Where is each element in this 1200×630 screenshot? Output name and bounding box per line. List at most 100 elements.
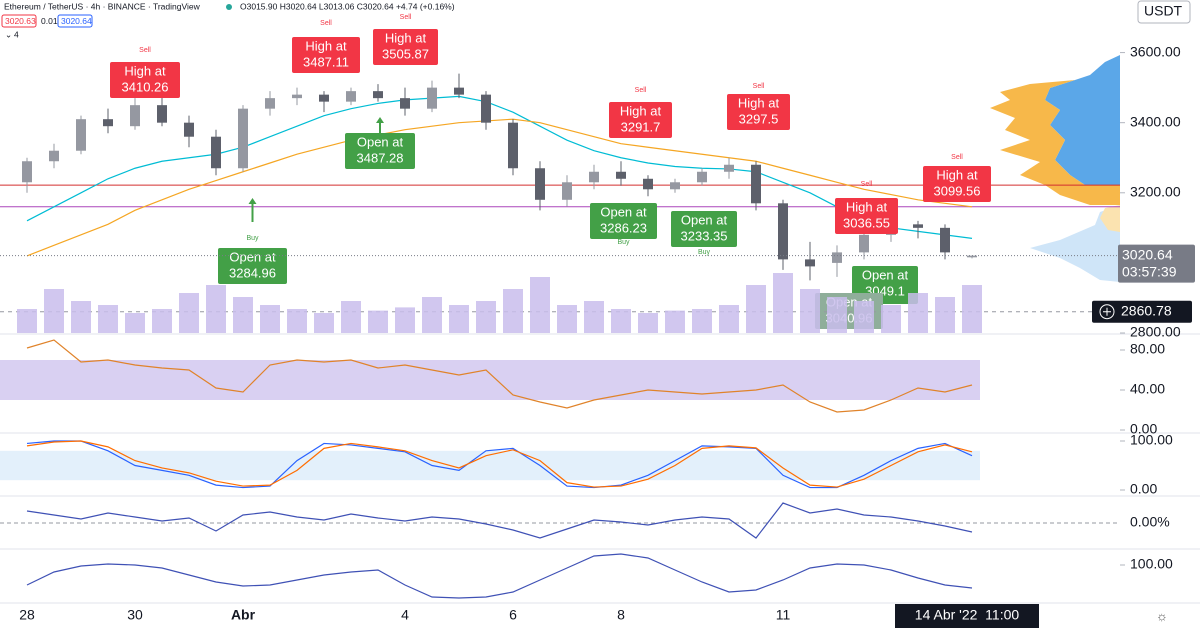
- candle-body: [76, 119, 86, 151]
- volume-bar: [260, 305, 280, 333]
- volume-bar: [395, 307, 415, 333]
- candle-body: [643, 178, 653, 190]
- candle-body: [211, 136, 221, 169]
- volume-bar: [746, 285, 766, 333]
- candle-body: [616, 171, 626, 179]
- spread: 0.01: [41, 16, 58, 26]
- y-tick-label: 100.00: [1130, 432, 1173, 448]
- volume-bar: [152, 309, 172, 333]
- volume-bar: [179, 293, 199, 333]
- volume-bar: [935, 297, 955, 333]
- signal-label: Open at: [229, 249, 276, 264]
- candle-body: [508, 122, 518, 169]
- volume-bar: [908, 293, 928, 333]
- signal-box: [609, 102, 672, 138]
- signal-price: 3291.7: [621, 119, 661, 134]
- y-tick-label: 3200.00: [1130, 183, 1181, 199]
- signal-type: Buy: [617, 239, 630, 246]
- candle-body: [481, 94, 491, 123]
- signal-price: 3505.87: [382, 46, 429, 61]
- x-tick-label: 11: [776, 607, 791, 623]
- volume-bar: [881, 305, 901, 333]
- volume-bar: [854, 301, 874, 333]
- signal-box: [218, 248, 287, 284]
- x-tick-label: 4: [401, 607, 409, 623]
- volume-bar: [719, 305, 739, 333]
- volume-bar: [665, 310, 685, 333]
- candle-body: [130, 105, 140, 127]
- signal-label: High at: [124, 63, 166, 78]
- signal-label: High at: [738, 95, 780, 110]
- volume-profile-low: [1030, 205, 1120, 282]
- crosshair-time-box: [895, 604, 1039, 628]
- signal-type: Sell: [139, 47, 151, 54]
- series-line: [26, 440, 973, 489]
- signal-box: [110, 62, 180, 98]
- x-tick-label: Abr: [231, 607, 256, 623]
- signal-type: Sell: [320, 20, 332, 27]
- crosshair-price: 2860.78: [1121, 302, 1172, 318]
- currency[interactable]: USDT: [1144, 3, 1183, 19]
- candle-body: [238, 108, 248, 169]
- signal-label: High at: [846, 199, 888, 214]
- signal-box: [373, 29, 438, 65]
- settings-icon[interactable]: ☼: [1156, 608, 1168, 623]
- collapse-icon[interactable]: ⌄: [5, 29, 12, 39]
- y-tick-label: 0.00: [1130, 421, 1157, 437]
- volume-bar: [71, 301, 91, 333]
- series-line: [26, 118, 973, 257]
- currency-box[interactable]: [1137, 0, 1191, 24]
- crosshair-price-box: [1092, 300, 1192, 323]
- candle-body: [751, 164, 761, 204]
- volume-bar: [287, 309, 307, 333]
- signal-type: Sell: [753, 83, 765, 90]
- signal-label: Open at: [862, 267, 909, 282]
- signal-arrow-head: [376, 117, 384, 123]
- volume-profile-low-2: [1100, 205, 1120, 232]
- volume-bar: [827, 297, 847, 333]
- indicator-count[interactable]: 4: [14, 29, 19, 39]
- series-line: [26, 502, 973, 539]
- plot-layer: 2800.00 3200.00 3400.00 3600.00 28 30 Abr 4 6 8 11…: [0, 14, 1195, 628]
- volume-bar: [449, 305, 469, 333]
- volume-bar: [314, 313, 334, 333]
- x-tick-label: 30: [127, 607, 143, 623]
- signal-price: 3297.5: [739, 111, 779, 126]
- candle-body: [319, 94, 329, 102]
- candle-body: [940, 227, 950, 253]
- volume-bar: [692, 309, 712, 333]
- signal-type: Sell: [400, 14, 412, 21]
- candle-body: [427, 87, 437, 109]
- signal-price: 3284.96: [229, 265, 276, 280]
- candle-body: [157, 105, 167, 123]
- x-tick-label: 6: [509, 607, 517, 623]
- signal-label: Open at: [681, 212, 728, 227]
- status-dot: [226, 4, 232, 10]
- signal-price: 3099.56: [934, 183, 981, 198]
- volume-bar: [206, 285, 226, 333]
- add-alert-icon[interactable]: [1099, 304, 1115, 320]
- signal-price: 3233.35: [681, 228, 728, 243]
- y-tick-label: 0.00: [1130, 481, 1157, 497]
- volume-bar: [233, 297, 253, 333]
- volume-bar: [476, 301, 496, 333]
- candle-body: [346, 91, 356, 102]
- signal-box: [292, 37, 360, 73]
- last-price: 3020.64: [1122, 246, 1173, 262]
- ask-box: [57, 14, 93, 28]
- signal-type: Sell: [635, 87, 647, 94]
- signal-box: [923, 166, 991, 202]
- y-tick-label: 3400.00: [1130, 113, 1181, 129]
- x-tick-label: 28: [19, 607, 35, 623]
- countdown: 03:57:39: [1122, 263, 1177, 279]
- volume-bar: [962, 285, 982, 333]
- candle-body: [589, 171, 599, 183]
- add-alert-plus: [1103, 307, 1111, 316]
- candle-body: [535, 168, 545, 200]
- y-tick-label: 100.00: [1130, 556, 1173, 572]
- signal-type: Sell: [951, 154, 963, 161]
- candle-body: [265, 98, 275, 109]
- signal-label: High at: [620, 103, 662, 118]
- indicator-band: [0, 450, 980, 481]
